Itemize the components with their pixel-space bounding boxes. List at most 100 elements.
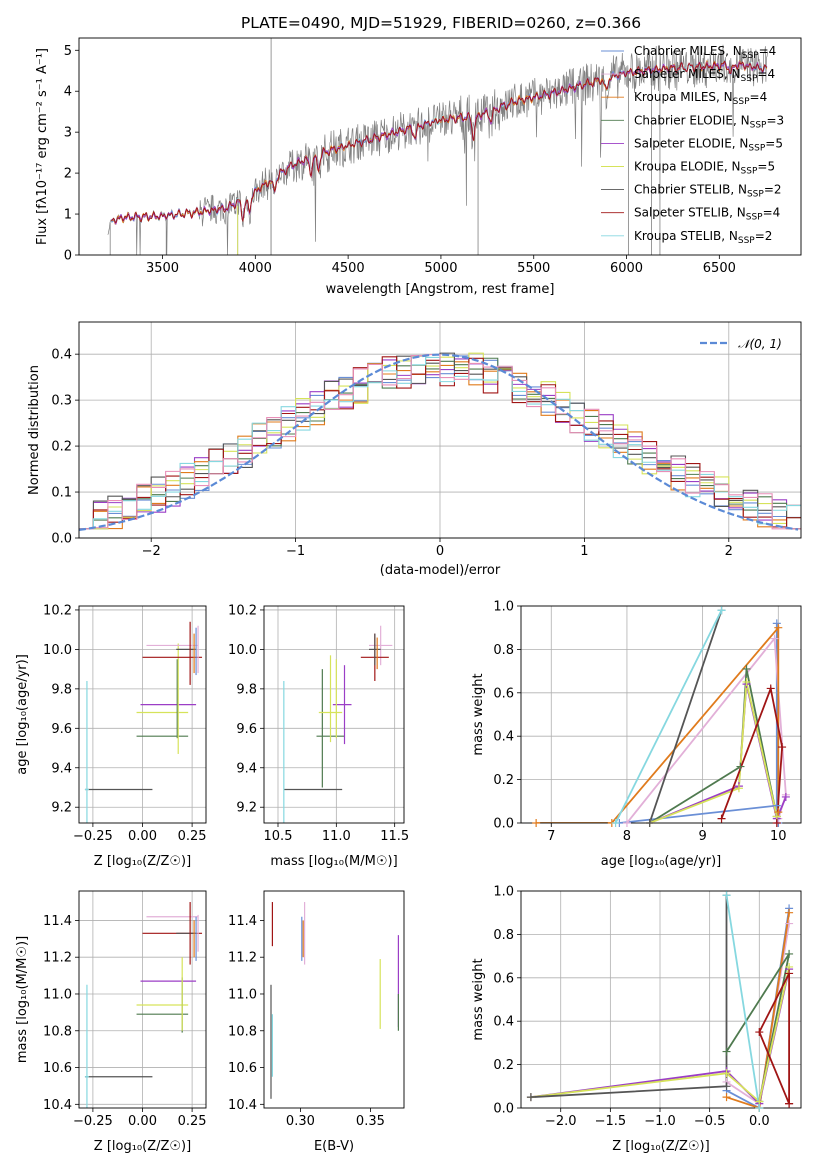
weight-line [648,610,723,823]
x-tick-label: 9 [698,829,706,844]
x-tick-label: −0.5 [694,1114,726,1129]
weight-marker [532,819,541,827]
y-tick-label: 0.4 [493,1015,514,1030]
y-axis-label: Normed distribution [27,365,42,495]
weight-marker [755,1104,764,1112]
axes-frame [520,890,802,1109]
weight-marker [736,762,745,771]
weight-line [626,636,787,823]
axes-frame [78,37,802,256]
axes-residual_hist: −2 −1 0 1 2 0.0 0.1 0.2 0.3 0.4 (data-model)/error… [27,321,802,578]
weight-line [649,668,778,823]
weight-marker [734,784,743,793]
histogram-step [79,353,801,530]
x-axis-label: mass [log₁₀(M/M☉)] [270,854,397,869]
y-tick-label: 0.2 [493,1058,514,1073]
x-tick-label: −1.5 [595,1114,627,1129]
x-tick-label: 11.0 [322,829,351,844]
weight-line [758,973,790,1105]
weight-marker [785,949,794,958]
y-tick-label: 9.6 [236,722,257,737]
x-tick-label: 5000 [424,261,457,276]
y-tick-label: 1.0 [493,885,514,900]
y-tick-label: 0.8 [493,928,514,943]
x-tick-label: 0.0 [749,1114,770,1129]
x-tick-label: 6500 [703,261,736,276]
x-tick-label: 11.5 [380,829,409,844]
x-tick-label: 10 [770,829,787,844]
axes-mass_vs_ebv: 0.30 0.35 10.4 10.6 10.8 11.0 11.2 11.4 E(B-V) [228,890,405,1154]
y-tick-label: 0.8 [493,643,514,658]
legend-label: Kroupa ELODIE, NSSP=5 [634,160,775,177]
y-tick-label: 10.2 [43,603,72,618]
x-tick-label: −2 [142,544,161,559]
y-tick-label: 0 [64,249,72,264]
y-tick-label: 9.8 [236,682,257,697]
y-tick-label: 3 [64,126,72,141]
legend-label: Chabrier STELIB, NSSP=2 [634,183,782,200]
plot-area-age_vs_Z [84,621,203,823]
y-tick-label: 2 [64,167,72,182]
weight-marker [742,664,751,673]
weight-line [530,895,728,1099]
y-tick-label: 0.0 [493,817,514,832]
legend-label: Chabrier MILES, NSSP=4 [634,44,776,61]
x-tick-label: 10.5 [264,829,293,844]
weight-marker [772,619,781,628]
x-tick-label: 0.00 [128,829,157,844]
weight-marker [717,606,726,615]
weight-marker [742,677,751,686]
y-tick-label: 11.4 [228,914,257,929]
weight-marker [755,1028,764,1037]
legend-label: Salpeter STELIB, NSSP=4 [634,206,780,223]
x-axis-label: E(B-V) [314,1139,354,1154]
y-tick-label: 10.4 [228,1098,257,1113]
spectrum-legend: Chabrier MILES, NSSP=4 Salpeter MILES, NS… [601,44,784,246]
x-tick-label: 0.00 [128,1114,157,1129]
x-tick-label: −1 [286,544,305,559]
y-tick-label: 0.2 [51,440,72,455]
y-tick-label: 11.2 [43,951,72,966]
axes-mass_weight_vs_Z: −2.0 −1.5 −1.0 −0.5 0.0 0.0 0.2 0.4 0.6 0.8 1.0 Z [… [471,885,802,1154]
y-axis-label: mass weight [471,958,486,1040]
y-tick-label: 10.0 [43,643,72,658]
x-axis-label: age [log₁₀(age/yr)] [601,854,722,869]
weight-marker [778,743,787,752]
y-tick-label: 0.1 [51,486,72,501]
axes-frame [263,605,405,824]
plot-area-mass_vs_Z [84,902,203,1108]
y-tick-label: 1.0 [493,600,514,615]
weight-line [720,685,784,823]
y-tick-label: 0.6 [493,686,514,701]
y-tick-label: 1 [64,208,72,223]
y-tick-label: 9.4 [236,761,257,776]
x-axis-label: wavelength [Angstrom, rest frame] [326,282,555,297]
y-tick-label: 0.2 [493,773,514,788]
weight-marker [622,819,631,827]
x-axis-label: Z [log₁₀(Z/Z☉)] [94,1139,191,1154]
weight-marker [774,808,783,817]
weight-marker [722,1069,731,1078]
y-tick-label: 0.0 [493,1102,514,1117]
y-tick-label: 9.6 [51,722,72,737]
weight-line [725,895,761,1108]
axes-frame [78,321,802,539]
y-tick-label: 10.6 [228,1061,257,1076]
y-tick-label: 10.8 [228,1024,257,1039]
weight-line [649,681,778,823]
legend-label: Salpeter MILES, NSSP=4 [634,67,775,84]
x-tick-label: 6000 [610,261,643,276]
weight-marker [772,819,781,827]
legend-label: 𝒩(0, 1) [738,337,782,351]
plot-area-residual_hist [79,352,801,531]
legend-label: Chabrier ELODIE, NSSP=3 [634,113,784,130]
weight-marker [722,1082,731,1091]
weight-marker [766,684,775,693]
y-tick-label: 4 [64,85,72,100]
weight-marker [774,623,783,632]
x-tick-label: 0.25 [178,829,207,844]
normal-curve [79,353,799,531]
y-tick-label: 11.4 [43,914,72,929]
y-tick-label: 10.4 [43,1098,72,1113]
